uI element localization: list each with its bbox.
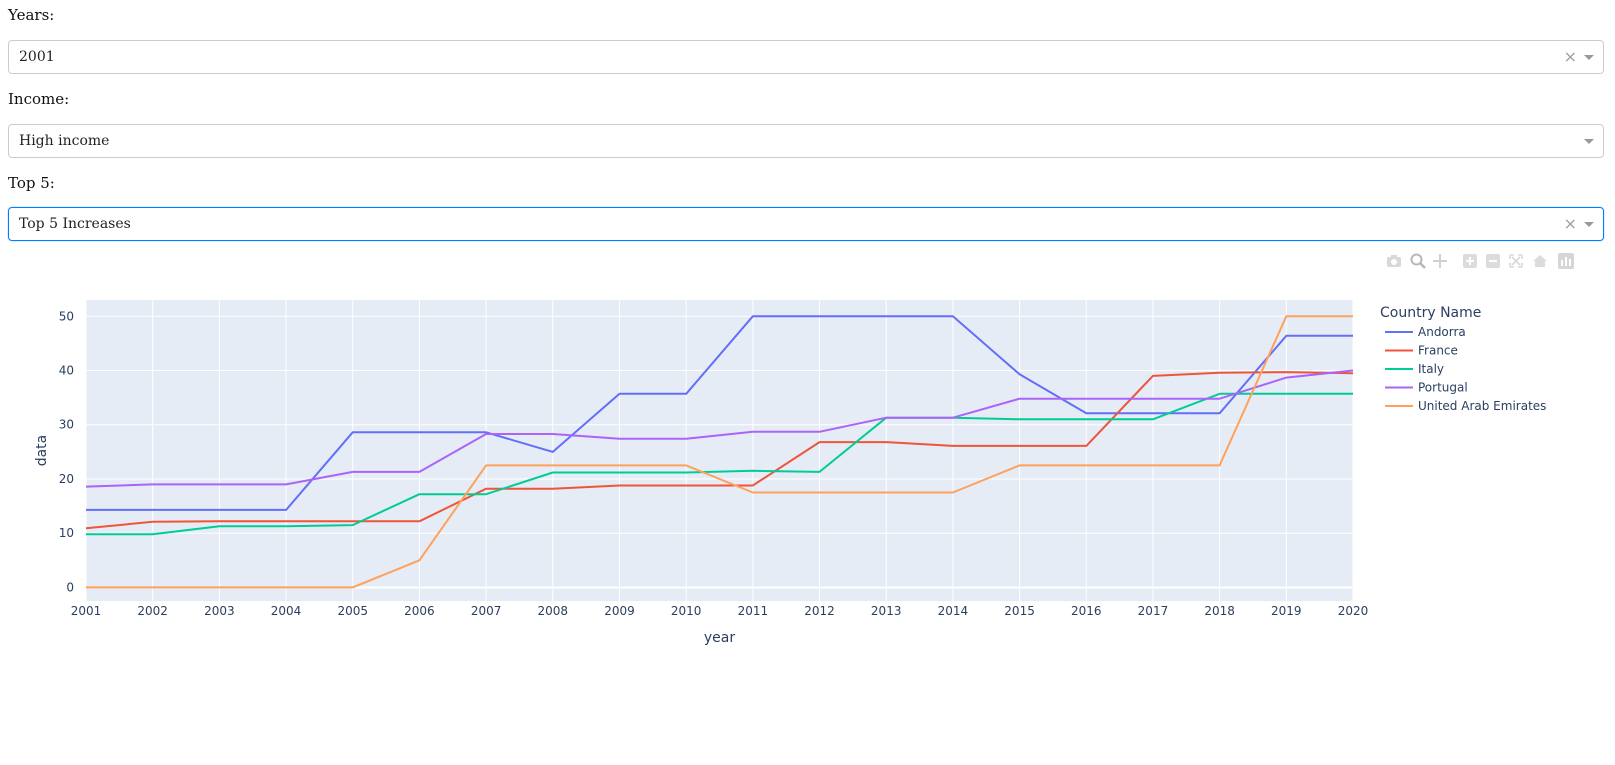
y-tick-label: 10 bbox=[59, 526, 74, 540]
series-line-andorra[interactable] bbox=[86, 315, 1353, 511]
y-tick-label: 30 bbox=[59, 418, 74, 432]
income-label: Income: bbox=[8, 90, 70, 108]
chart-series-lines bbox=[85, 315, 1354, 589]
x-tick-label: 2020 bbox=[1338, 604, 1369, 618]
y-tick-label: 0 bbox=[66, 580, 74, 594]
plotly-logo-icon[interactable] bbox=[1557, 252, 1575, 270]
legend-label: Italy bbox=[1418, 362, 1444, 376]
top5-clear-icon[interactable]: × bbox=[1563, 214, 1577, 233]
legend-label: France bbox=[1418, 344, 1458, 358]
y-tick-label: 50 bbox=[59, 309, 74, 323]
x-tick-label: 2013 bbox=[871, 604, 902, 618]
line-chart: 2001 2002 2003 2004 2005 2006 2007 2008 2009 2010… bbox=[34, 300, 1546, 646]
x-tick-label: 2009 bbox=[604, 604, 635, 618]
years-chevron-down-icon[interactable] bbox=[1584, 55, 1594, 60]
years-selected-value: 2001 bbox=[19, 49, 55, 65]
x-axis-label: year bbox=[704, 630, 735, 646]
x-tick-label: 2004 bbox=[271, 604, 302, 618]
top5-label: Top 5: bbox=[8, 174, 55, 192]
legend-item[interactable]: Portugal bbox=[1385, 381, 1468, 395]
income-selected-value: High income bbox=[19, 133, 110, 149]
legend-item[interactable]: Andorra bbox=[1385, 325, 1466, 339]
years-label: Years: bbox=[8, 6, 55, 24]
legend-item[interactable]: United Arab Emirates bbox=[1385, 399, 1546, 413]
series-line-portugal[interactable] bbox=[85, 369, 1354, 488]
x-tick-label: 2019 bbox=[1271, 604, 1302, 618]
autoscale-icon[interactable] bbox=[1507, 252, 1525, 270]
zoom-in-icon[interactable] bbox=[1461, 252, 1479, 270]
y-axis-label: data bbox=[34, 435, 50, 467]
zoom-out-icon[interactable] bbox=[1484, 252, 1502, 270]
income-chevron-down-icon[interactable] bbox=[1584, 139, 1594, 144]
reset-axes-icon[interactable] bbox=[1531, 252, 1549, 270]
chart-tick-labels: 2001 2002 2003 2004 2005 2006 2007 2008 2009 2010… bbox=[59, 309, 1369, 618]
x-tick-label: 2003 bbox=[204, 604, 235, 618]
series-line-united-arab-emirates[interactable] bbox=[86, 315, 1353, 589]
x-tick-label: 2015 bbox=[1004, 604, 1035, 618]
x-tick-label: 2008 bbox=[538, 604, 569, 618]
zoom-icon[interactable] bbox=[1409, 252, 1427, 270]
x-tick-label: 2014 bbox=[938, 604, 969, 618]
income-dropdown[interactable]: High income bbox=[8, 124, 1604, 158]
x-tick-label: 2005 bbox=[337, 604, 368, 618]
x-tick-label: 2018 bbox=[1204, 604, 1235, 618]
x-tick-label: 2017 bbox=[1138, 604, 1169, 618]
series-line-italy[interactable] bbox=[86, 392, 1353, 536]
legend-item[interactable]: France bbox=[1385, 344, 1458, 358]
legend-item[interactable]: Italy bbox=[1385, 362, 1444, 376]
legend-label: Andorra bbox=[1418, 325, 1466, 339]
legend-label: Portugal bbox=[1418, 381, 1468, 395]
series-line-france[interactable] bbox=[85, 371, 1354, 530]
y-tick-label: 40 bbox=[59, 364, 74, 378]
years-dropdown[interactable]: 2001 × bbox=[8, 40, 1604, 74]
y-tick-label: 20 bbox=[59, 472, 74, 486]
top5-dropdown[interactable]: Top 5 Increases × bbox=[8, 207, 1604, 241]
x-tick-label: 2012 bbox=[804, 604, 835, 618]
x-tick-label: 2002 bbox=[137, 604, 168, 618]
x-tick-label: 2001 bbox=[71, 604, 102, 618]
top5-chevron-down-icon[interactable] bbox=[1584, 222, 1594, 227]
x-tick-label: 2007 bbox=[471, 604, 502, 618]
x-tick-label: 2006 bbox=[404, 604, 435, 618]
years-clear-icon[interactable]: × bbox=[1563, 47, 1577, 66]
x-tick-label: 2010 bbox=[671, 604, 702, 618]
chart-legend[interactable]: Country Name Andorra France Italy Portugal U… bbox=[1380, 305, 1546, 413]
legend-title: Country Name bbox=[1380, 305, 1481, 321]
x-tick-label: 2016 bbox=[1071, 604, 1102, 618]
pan-icon[interactable] bbox=[1431, 252, 1449, 270]
plot-area bbox=[86, 300, 1353, 601]
camera-icon[interactable] bbox=[1385, 252, 1403, 270]
top5-selected-value: Top 5 Increases bbox=[19, 216, 131, 232]
chart-grid bbox=[85, 300, 1354, 601]
x-tick-label: 2011 bbox=[738, 604, 769, 618]
legend-label: United Arab Emirates bbox=[1418, 399, 1546, 413]
